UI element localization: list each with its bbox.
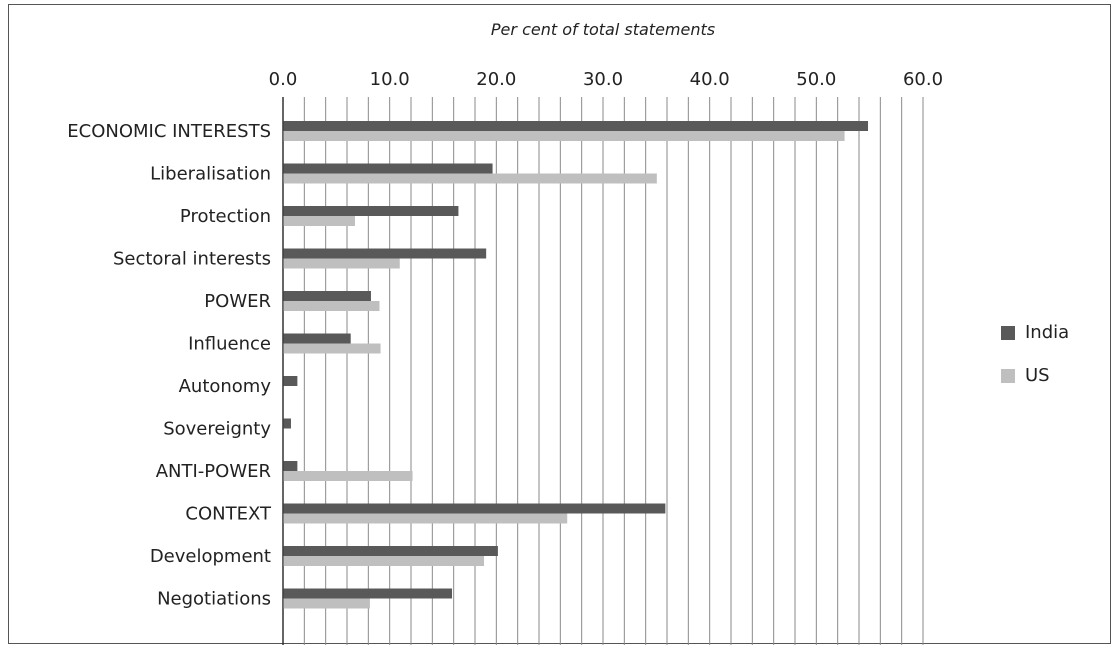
- bar-us: [283, 556, 485, 566]
- category-label: Protection: [180, 206, 271, 227]
- bar-india: [283, 121, 869, 131]
- x-tick-label: 30.0: [583, 69, 623, 90]
- bar-us: [283, 258, 400, 269]
- bar-india: [283, 503, 666, 514]
- bar-us: [283, 598, 370, 609]
- bar-india: [283, 206, 459, 216]
- bar-india: [283, 333, 351, 344]
- legend: India US: [1001, 322, 1069, 386]
- bar-india: [283, 291, 371, 301]
- bars: [283, 121, 869, 609]
- gridlines: [282, 97, 924, 645]
- x-tick-label: 40.0: [690, 69, 730, 90]
- chart-title: Per cent of total statements: [491, 20, 715, 39]
- bar-india: [283, 546, 498, 556]
- bar-india: [283, 418, 291, 429]
- bar-india: [283, 588, 453, 599]
- category-label: POWER: [204, 291, 271, 312]
- x-tick-label: 0.0: [269, 69, 298, 90]
- category-label: ANTI-POWER: [156, 461, 271, 482]
- x-tick-label: 60.0: [903, 69, 943, 90]
- bar-us: [283, 301, 380, 311]
- bar-us: [283, 173, 657, 184]
- bar-us: [283, 216, 355, 226]
- bar-india: [283, 248, 487, 259]
- category-label: Liberalisation: [150, 164, 271, 185]
- bar-us: [283, 513, 568, 524]
- category-labels: ECONOMIC INTERESTS Liberalisation Protecti…: [67, 121, 272, 610]
- bar-india: [283, 376, 298, 386]
- legend-label: US: [1025, 365, 1050, 386]
- bar-india: [283, 461, 298, 471]
- category-label: Development: [150, 546, 271, 567]
- category-label: CONTEXT: [185, 504, 272, 525]
- bar-chart: Per cent of total statements 0.0 10.0 20.0…: [67, 20, 1069, 645]
- bar-us: [283, 343, 381, 354]
- x-tick-label: 10.0: [370, 69, 410, 90]
- category-label: Sectoral interests: [113, 249, 271, 270]
- category-label: Influence: [188, 334, 271, 355]
- x-tick-label: 50.0: [796, 69, 836, 90]
- chart-frame: Per cent of total statements 0.0 10.0 20.0…: [8, 4, 1111, 645]
- legend-label: India: [1025, 322, 1069, 343]
- category-label: Sovereignty: [163, 419, 271, 440]
- bar-india: [283, 163, 493, 174]
- bar-us: [283, 131, 845, 141]
- legend-swatch-india: [1001, 326, 1015, 340]
- legend-swatch-us: [1001, 369, 1015, 383]
- category-label: Negotiations: [157, 589, 271, 610]
- category-label: ECONOMIC INTERESTS: [67, 121, 271, 142]
- category-label: Autonomy: [179, 376, 272, 397]
- x-tick-label: 20.0: [476, 69, 516, 90]
- x-axis-ticks: 0.0 10.0 20.0 30.0 40.0 50.0 60.0: [269, 69, 943, 90]
- bar-us: [283, 471, 413, 481]
